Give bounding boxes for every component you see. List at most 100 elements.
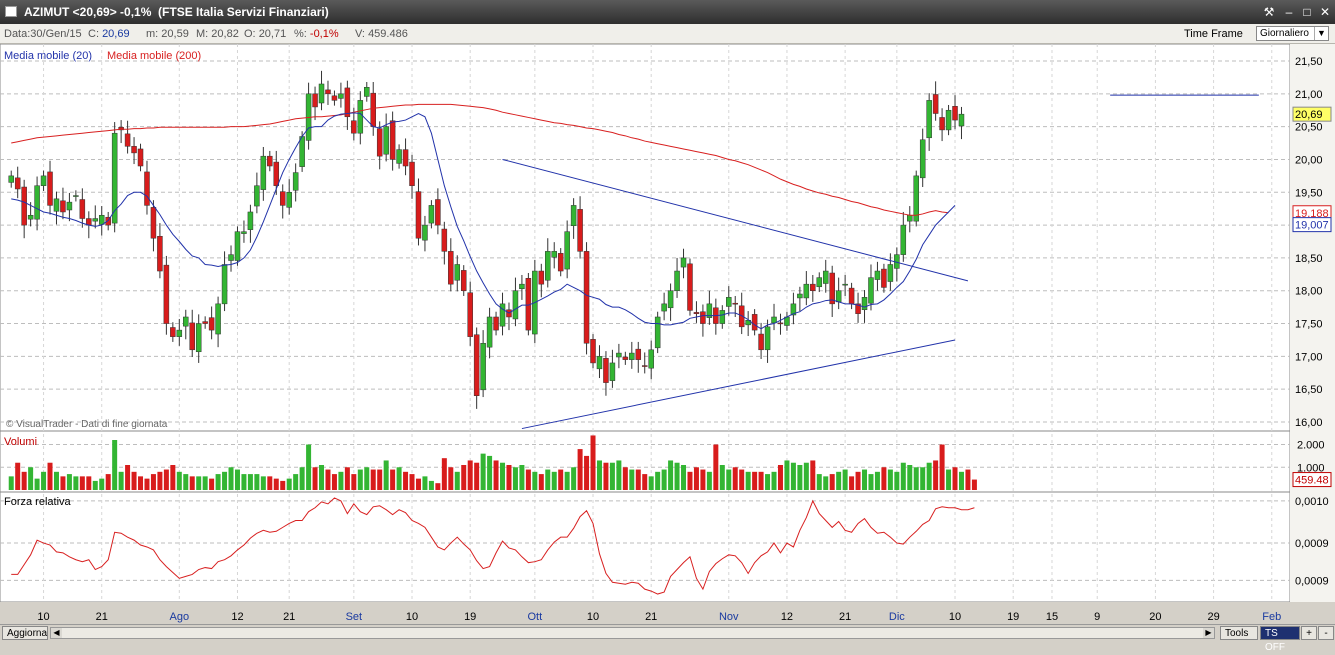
volume-bar	[920, 467, 926, 490]
candle-up	[254, 185, 260, 207]
y-tick-label: 16,00	[1295, 417, 1323, 429]
quote-infobar: Data:30/Gen/15 C: 20,69 m: 20,59 M: 20,8…	[0, 24, 1335, 44]
volume-bar	[247, 474, 253, 490]
x-tick-label: 9	[1094, 611, 1100, 623]
volume-bar	[34, 478, 40, 490]
candle-down	[881, 268, 887, 288]
candle-down	[810, 283, 816, 291]
rs-tick-label: 0,0009	[1295, 538, 1329, 550]
x-tick-label: 10	[37, 611, 49, 623]
zoom-out-button[interactable]: -	[1318, 626, 1334, 640]
volume-bar	[900, 462, 906, 490]
volume-bar	[661, 469, 667, 490]
candle-up	[764, 326, 771, 351]
y-tick-label: 21,00	[1295, 89, 1323, 101]
candle-up	[247, 211, 254, 230]
volume-bar	[357, 469, 363, 490]
volume-tick-label: 2.000	[1297, 440, 1325, 452]
candle-up	[260, 155, 267, 190]
volume-bar	[913, 467, 919, 490]
volume-bar	[571, 467, 577, 490]
volume-bar	[118, 471, 124, 490]
volume-bar	[131, 471, 137, 490]
candle-down	[370, 92, 376, 127]
scroll-left-icon[interactable]: ◀	[51, 628, 62, 638]
volume-bar	[325, 469, 331, 490]
candle-up	[745, 320, 751, 326]
timeframe-value: Giornaliero	[1260, 28, 1309, 39]
refresh-button[interactable]: Aggiorna	[2, 626, 48, 640]
tools-button[interactable]: Tools	[1220, 626, 1258, 640]
volume-bar	[609, 462, 615, 490]
volume-bar	[816, 474, 822, 490]
candle-up	[913, 175, 919, 222]
ts-toggle-button[interactable]: TS OFF	[1260, 626, 1300, 653]
volume-bar	[952, 467, 958, 490]
chevron-down-icon[interactable]: ▼	[1314, 27, 1328, 40]
zoom-in-button[interactable]: +	[1301, 626, 1317, 640]
maximize-icon[interactable]: □	[1303, 5, 1311, 19]
volume-bar	[577, 449, 583, 490]
horizontal-scrollbar[interactable]: ◀ ▶	[50, 627, 1215, 639]
x-tick-label: 10	[406, 611, 418, 623]
volume-bar	[874, 471, 880, 490]
candle-down	[202, 321, 208, 324]
candle-up	[719, 310, 726, 324]
volume-bar	[907, 465, 913, 490]
chart-area[interactable]: 21,5021,0020,5020,0019,5019,0018,5018,00…	[0, 44, 1335, 624]
volume-bar	[635, 469, 641, 490]
candle-down	[47, 171, 53, 206]
legend-ma200: Media mobile (200)	[107, 50, 201, 62]
y-tick-label: 20,00	[1295, 154, 1323, 166]
candle-down	[79, 199, 86, 219]
volume-bar	[668, 460, 674, 490]
candle-down	[435, 199, 441, 226]
bottom-toolbar: Aggiorna ◀ ▶ Tools TS OFF + -	[0, 624, 1335, 653]
candle-down	[777, 322, 784, 325]
timeframe-select[interactable]: Giornaliero ▼	[1256, 26, 1329, 41]
volume-bar	[454, 471, 460, 490]
volume-bar	[8, 476, 14, 490]
candle-up	[183, 316, 189, 327]
volume-bar	[642, 474, 648, 490]
volume-bar	[836, 471, 842, 490]
candle-up	[661, 303, 667, 312]
candle-down	[150, 207, 157, 239]
volume-bar	[28, 467, 34, 490]
candle-up	[292, 172, 299, 191]
legend-ma20: Media mobile (20)	[4, 50, 92, 62]
volume-bar	[622, 467, 628, 490]
rs-panel	[0, 491, 1291, 603]
close-icon[interactable]: ✕	[1319, 5, 1331, 19]
volume-bar	[493, 460, 499, 490]
volume-bar	[202, 476, 208, 490]
x-axis-band	[0, 602, 1335, 624]
volume-bar	[862, 469, 868, 490]
candle-down	[635, 348, 642, 360]
candle-up	[364, 87, 370, 97]
volume-bar	[558, 469, 564, 490]
volume-bar	[480, 453, 486, 490]
volume-bar	[745, 471, 751, 490]
volume-bar	[693, 467, 699, 490]
candle-up	[66, 201, 73, 211]
candle-up	[797, 293, 803, 299]
scroll-right-icon[interactable]: ▶	[1203, 628, 1214, 638]
volume-bar	[60, 476, 66, 490]
candle-up	[919, 139, 926, 179]
candle-down	[189, 322, 195, 351]
x-tick-label: 21	[96, 611, 108, 623]
minimize-icon[interactable]: –	[1285, 5, 1293, 19]
candle-down	[60, 200, 66, 213]
candle-down	[641, 365, 648, 367]
candle-up	[111, 132, 118, 224]
candle-down	[157, 235, 163, 272]
volume-bar	[150, 474, 156, 490]
candle-down	[118, 127, 124, 131]
candle-down	[273, 161, 280, 186]
volume-bar	[319, 465, 325, 490]
volume-bar	[254, 474, 260, 490]
tools-icon[interactable]: ⚒	[1263, 5, 1275, 19]
candle-down	[693, 312, 700, 314]
volume-bar	[706, 471, 712, 490]
